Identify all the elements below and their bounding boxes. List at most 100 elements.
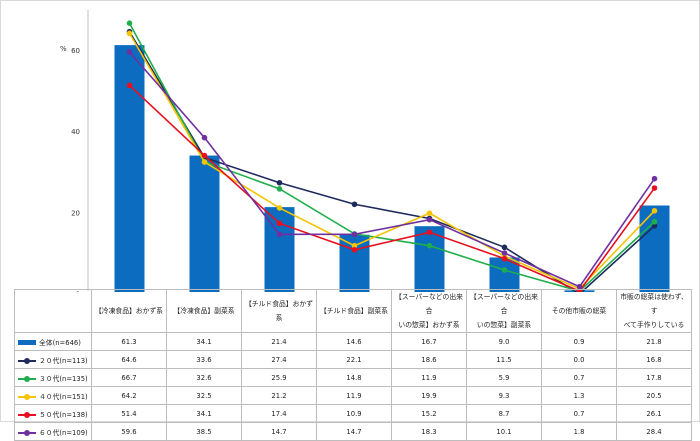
series-point-4	[201, 152, 208, 159]
bar-overall	[189, 155, 220, 292]
series-point-5	[651, 175, 658, 182]
table-row: ３０代(n=135) 66.7 32.6 25.9 14.8 11.9 5.9 0.7 17.8	[14, 368, 692, 387]
data-value: 25.9	[241, 368, 317, 387]
series-point-4	[276, 220, 283, 227]
legend-entry: ５０代(n=138)	[14, 404, 92, 423]
series-line-4	[128, 84, 656, 292]
data-value: 10.9	[316, 404, 392, 423]
y-tick-label: 40	[71, 128, 80, 136]
data-table: 【冷凍食品】おかず系 【冷凍食品】副菜系 【チルド食品】おかず系 【チルド食品】副菜系…	[14, 289, 692, 441]
data-value: 32.5	[166, 386, 242, 405]
bar-overall	[639, 205, 670, 292]
data-value: 34.1	[166, 404, 242, 423]
data-value: 64.6	[91, 350, 167, 369]
data-value: 21.8	[616, 332, 692, 351]
y-tick-label: 60	[71, 47, 80, 55]
data-value: 66.7	[91, 368, 167, 387]
series-point-3	[201, 159, 208, 165]
x-category-label: 【冷凍食品】おかず系	[91, 289, 167, 333]
series-line-5	[128, 51, 656, 288]
series-point-4	[126, 82, 133, 89]
series-line-3	[128, 32, 656, 290]
series-point-5	[576, 283, 583, 290]
legend-label: ３０代(n=135)	[39, 374, 88, 383]
x-category-label: 【チルド食品】副菜系	[316, 289, 392, 333]
data-value: 11.9	[391, 368, 467, 387]
data-value: 34.1	[166, 332, 242, 351]
series-point-3	[351, 242, 358, 249]
data-value: 64.2	[91, 386, 167, 405]
data-value: 61.3	[91, 332, 167, 351]
legend-label: ４０代(n=151)	[39, 392, 88, 401]
data-value: 10.1	[466, 422, 542, 441]
series-point-3	[426, 210, 433, 217]
series-point-2	[651, 218, 658, 225]
data-value: 14.7	[316, 422, 392, 441]
series-point-1	[351, 201, 358, 208]
table-row: ５０代(n=138) 51.4 34.1 17.4 10.9 15.2 8.7 0.7 26.1	[14, 404, 692, 423]
data-value: 18.6	[391, 350, 467, 369]
legend-entry: ３０代(n=135)	[14, 368, 92, 387]
data-value: 1.3	[541, 386, 617, 405]
legend-key	[18, 429, 36, 436]
series-point-2	[126, 20, 133, 26]
series-point-2	[501, 267, 508, 273]
data-value: 21.4	[241, 332, 317, 351]
series-point-5	[201, 134, 208, 141]
chart-plot: %0204060	[60, 10, 670, 292]
series-point-4	[426, 229, 433, 236]
series-point-5	[276, 231, 283, 238]
legend-key	[18, 411, 36, 418]
series-point-1	[501, 244, 508, 251]
series-point-5	[126, 49, 133, 55]
x-category-label: 【チルド食品】おかず系	[241, 289, 317, 333]
data-value: 51.4	[91, 404, 167, 423]
table-row: 全体(n=646) 61.3 34.1 21.4 14.6 16.7 9.0 0.9 21.8	[14, 332, 692, 351]
table-row: ２０代(n=113) 64.6 33.6 27.4 22.1 18.6 11.5 0.0 16.…	[14, 350, 692, 369]
data-value: 18.3	[391, 422, 467, 441]
series-point-3	[276, 205, 283, 211]
series-point-4	[651, 185, 658, 191]
legend-label: ２０代(n=113)	[39, 356, 88, 365]
series-point-1	[651, 222, 658, 229]
data-value: 8.7	[466, 404, 542, 423]
table-row: ４０代(n=151) 64.2 32.5 21.2 11.9 19.9 9.3 1.3 20.5	[14, 386, 692, 405]
data-value: 9.0	[466, 332, 542, 351]
x-category-label: 【スーパーなどの出来合 いの惣菜】おかず系	[391, 289, 467, 333]
legend-label: 全体(n=646)	[39, 338, 81, 347]
series-point-4	[501, 255, 508, 262]
legend-label: ６０代(n=109)	[39, 428, 88, 437]
legend-entry: ６０代(n=109)	[14, 422, 92, 441]
data-value: 59.6	[91, 422, 167, 441]
data-value: 14.7	[241, 422, 317, 441]
bar-overall	[114, 45, 145, 292]
data-value: 0.9	[541, 332, 617, 351]
series-point-5	[351, 231, 358, 238]
legend-key	[18, 357, 36, 364]
series-point-3	[651, 207, 658, 214]
data-value: 0.0	[541, 350, 617, 369]
data-value: 27.4	[241, 350, 317, 369]
series-point-3	[126, 30, 133, 37]
data-value: 38.5	[166, 422, 242, 441]
legend-entry: ２０代(n=113)	[14, 350, 92, 369]
x-category-label: 市販の総菜は使わず、す べて手作りしている	[616, 289, 692, 333]
x-category-label: 【スーパーなどの出来合 いの惣菜】副菜系	[466, 289, 542, 333]
y-tick-label: 20	[71, 209, 80, 217]
data-value: 11.9	[316, 386, 392, 405]
data-value: 26.1	[616, 404, 692, 423]
legend-key	[18, 340, 36, 345]
data-value: 28.4	[616, 422, 692, 441]
data-value: 15.2	[391, 404, 467, 423]
data-value: 16.7	[391, 332, 467, 351]
legend-label: ５０代(n=138)	[39, 410, 88, 419]
data-value: 9.3	[466, 386, 542, 405]
series-point-2	[276, 186, 283, 192]
legend-entry: 全体(n=646)	[14, 332, 92, 351]
data-value: 11.5	[466, 350, 542, 369]
data-value: 5.9	[466, 368, 542, 387]
legend-key	[18, 393, 36, 400]
bar-overall	[414, 226, 445, 292]
series-point-1	[276, 179, 283, 186]
series-point-4	[351, 246, 358, 253]
